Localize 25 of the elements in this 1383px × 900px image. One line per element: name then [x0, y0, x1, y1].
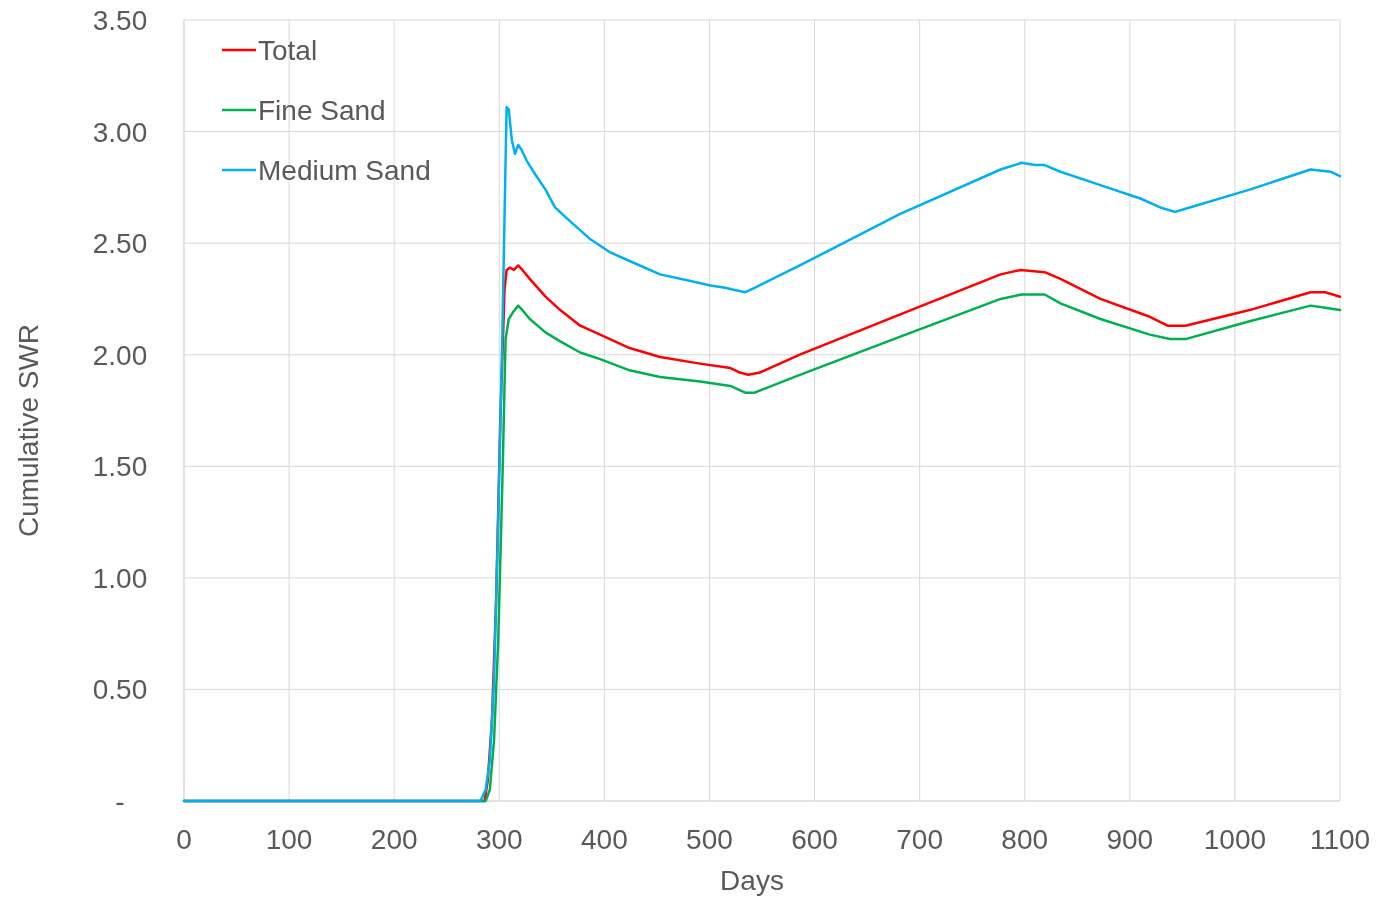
x-tick-label: 400 — [581, 824, 628, 855]
legend-label: Total — [258, 35, 318, 66]
x-tick-label: 900 — [1106, 824, 1154, 855]
x-tick-label: 100 — [265, 824, 313, 855]
x-tick-label: 1000 — [1203, 824, 1267, 855]
y-tick-label: 2.00 — [92, 339, 148, 371]
x-tick-label: 500 — [686, 824, 733, 855]
legend-label: Medium Sand — [258, 155, 431, 186]
x-tick-label: 600 — [791, 824, 838, 855]
y-tick-label: 2.50 — [92, 228, 148, 260]
y-tick-label: 1.00 — [92, 562, 148, 594]
y-tick-label: - — [115, 786, 125, 817]
x-tick-label: 0 — [176, 824, 192, 855]
x-tick-label: 1100 — [1309, 824, 1371, 855]
y-tick-label: 0.50 — [92, 674, 148, 706]
legend-label: Fine Sand — [258, 95, 386, 126]
y-tick-label: 3.00 — [92, 116, 148, 148]
y-tick-label: 1.50 — [92, 451, 148, 483]
y-tick-label: 3.50 — [92, 5, 148, 36]
y-axis-title: Cumulative SWR — [13, 323, 44, 538]
x-tick-label: 800 — [1001, 824, 1049, 855]
x-tick-label: 700 — [896, 824, 943, 855]
x-tick-label: 300 — [475, 824, 523, 855]
x-tick-label: 200 — [370, 824, 418, 855]
x-axis-title: Days — [720, 865, 784, 896]
